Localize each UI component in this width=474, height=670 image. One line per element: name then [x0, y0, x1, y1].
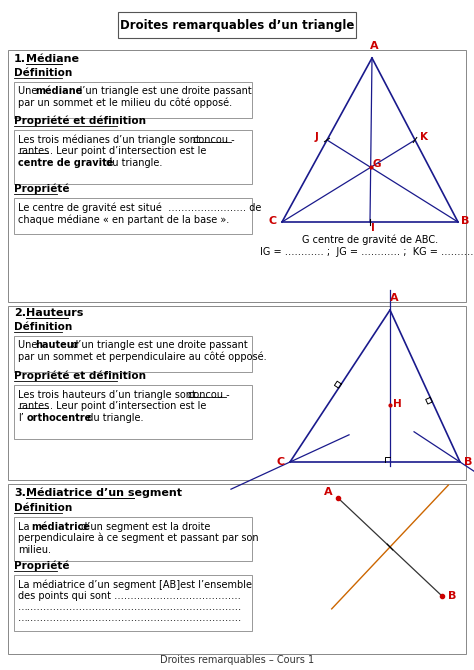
Text: J: J — [315, 132, 319, 142]
Text: perpendiculaire à ce segment et passant par son: perpendiculaire à ce segment et passant … — [18, 533, 259, 543]
Text: du triangle.: du triangle. — [103, 158, 163, 168]
Text: Les trois hauteurs d’un triangle sont: Les trois hauteurs d’un triangle sont — [18, 390, 199, 400]
Text: médiane: médiane — [35, 86, 82, 96]
Text: d’un segment est la droite: d’un segment est la droite — [78, 522, 210, 532]
Text: Hauteurs: Hauteurs — [26, 308, 83, 318]
Text: C: C — [277, 457, 285, 467]
Text: hauteur: hauteur — [35, 340, 79, 350]
FancyBboxPatch shape — [14, 336, 252, 372]
Text: ……………………………………………………………: …………………………………………………………… — [18, 602, 242, 612]
Text: B: B — [461, 216, 469, 226]
Text: 1.: 1. — [14, 54, 26, 64]
Text: C: C — [269, 216, 277, 226]
Text: La médiatrice d’un segment [AB]est l’ensemble: La médiatrice d’un segment [AB]est l’ens… — [18, 580, 252, 590]
Text: Définition: Définition — [14, 503, 72, 513]
Text: Définition: Définition — [14, 322, 72, 332]
Text: 3.: 3. — [14, 488, 26, 498]
Text: A: A — [390, 293, 398, 303]
FancyBboxPatch shape — [14, 385, 252, 439]
Text: 2.: 2. — [14, 308, 26, 318]
Text: . Leur point d’intersection est le: . Leur point d’intersection est le — [50, 401, 206, 411]
Text: B: B — [464, 457, 472, 467]
Text: B: B — [448, 591, 456, 601]
FancyBboxPatch shape — [14, 198, 252, 234]
Text: d’un triangle est une droite passant: d’un triangle est une droite passant — [69, 340, 248, 350]
Text: Droites remarquables – Cours 1: Droites remarquables – Cours 1 — [160, 655, 314, 665]
FancyBboxPatch shape — [14, 82, 252, 118]
FancyBboxPatch shape — [8, 306, 466, 480]
Text: milieu.: milieu. — [18, 545, 51, 555]
Text: K: K — [420, 132, 428, 142]
Text: par un sommet et le milieu du côté opposé.: par un sommet et le milieu du côté oppos… — [18, 98, 232, 109]
Text: Définition: Définition — [14, 68, 72, 78]
Text: Médiane: Médiane — [26, 54, 79, 64]
Text: des points qui sont …………………………………: des points qui sont ………………………………… — [18, 591, 241, 601]
Text: La: La — [18, 522, 33, 532]
FancyBboxPatch shape — [118, 12, 356, 38]
FancyBboxPatch shape — [14, 130, 252, 184]
Text: A: A — [324, 487, 332, 497]
FancyBboxPatch shape — [14, 575, 252, 631]
Text: centre de gravité: centre de gravité — [18, 157, 113, 168]
Text: I: I — [371, 223, 375, 233]
Text: Propriété et définition: Propriété et définition — [14, 371, 146, 381]
Text: . Leur point d’intersection est le: . Leur point d’intersection est le — [50, 146, 210, 156]
Text: Le centre de gravité est situé  …………………… de: Le centre de gravité est situé …………………… … — [18, 203, 261, 213]
Text: par un sommet et perpendiculaire au côté opposé.: par un sommet et perpendiculaire au côté… — [18, 352, 266, 362]
Text: H: H — [392, 399, 401, 409]
Text: Droites remarquables d’un triangle: Droites remarquables d’un triangle — [120, 19, 354, 31]
FancyBboxPatch shape — [14, 517, 252, 561]
Text: rantes: rantes — [18, 146, 49, 156]
Text: chaque médiane « en partant de la base ».: chaque médiane « en partant de la base »… — [18, 215, 229, 225]
Text: Médiatrice d’un segment: Médiatrice d’un segment — [26, 488, 182, 498]
Text: Une: Une — [18, 86, 40, 96]
Text: Propriété et définition: Propriété et définition — [14, 115, 146, 126]
Text: médiatrice: médiatrice — [31, 522, 90, 532]
Text: Une: Une — [18, 340, 40, 350]
Text: ……………………………………………………………: …………………………………………………………… — [18, 613, 242, 623]
FancyBboxPatch shape — [8, 484, 466, 654]
Text: G: G — [373, 159, 381, 170]
Text: l’: l’ — [18, 413, 24, 423]
Text: concou -: concou - — [188, 390, 229, 400]
Text: rantes: rantes — [18, 401, 49, 411]
Text: orthocentre: orthocentre — [27, 413, 92, 423]
Text: concou -: concou - — [193, 135, 235, 145]
Text: d’un triangle est une droite passant: d’un triangle est une droite passant — [73, 86, 252, 96]
Text: G centre de gravité de ABC.: G centre de gravité de ABC. — [302, 234, 438, 245]
Text: IG = ………… ;  JG = ………… ;  KG = …………: IG = ………… ; JG = ………… ; KG = ………… — [260, 247, 474, 257]
FancyBboxPatch shape — [8, 50, 466, 302]
Text: Propriété: Propriété — [14, 561, 70, 571]
Text: Propriété: Propriété — [14, 184, 70, 194]
Text: Les trois médianes d’un triangle sont: Les trois médianes d’un triangle sont — [18, 135, 203, 145]
Text: du triangle.: du triangle. — [81, 413, 144, 423]
Text: A: A — [370, 41, 378, 51]
